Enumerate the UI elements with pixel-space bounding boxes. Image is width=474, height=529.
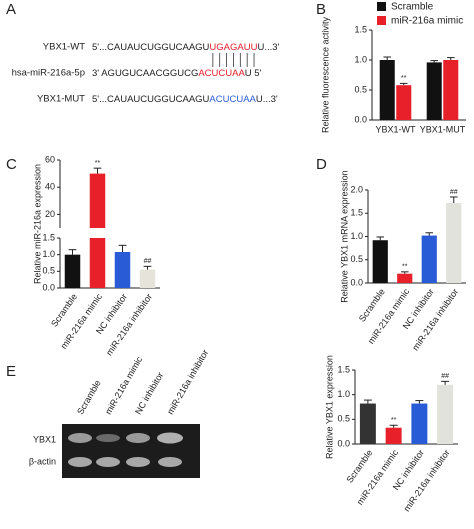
blot-band — [126, 457, 150, 467]
significance-label: ** — [402, 264, 408, 271]
bar — [372, 240, 388, 283]
bar — [396, 85, 412, 120]
y-tick-label: 0.0 — [354, 114, 367, 124]
y-tick-label: 0.5 — [350, 254, 363, 264]
sequence-segment: U 5' — [245, 68, 262, 79]
y-tick-label: 0.5 — [354, 84, 367, 94]
panel-letter: A — [6, 1, 16, 18]
significance-label: ** — [95, 160, 101, 167]
legend-swatch — [377, 16, 386, 25]
y-tick-label: 2.0 — [350, 184, 363, 194]
bar — [421, 235, 437, 283]
x-tick-label: YBX1-MUT — [420, 124, 466, 134]
lane-label: miR-216a inhibitor — [165, 348, 210, 416]
bar — [114, 252, 131, 288]
sequence-label: YBX1-WT — [43, 42, 85, 53]
sequence: 5'...CAUAUCUGGUCAAGUACUCUAAU...3' — [92, 94, 278, 105]
y-tick-label: 1.0 — [337, 389, 350, 399]
blot-row-label: YBX1 — [33, 434, 56, 444]
blot-band — [96, 457, 120, 467]
significance-label: ## — [144, 258, 152, 265]
bar — [89, 173, 106, 228]
y-tick-label: 1.5 — [42, 232, 55, 242]
sequence-segment: 5'...CAUAUCUGGUCAAGU — [92, 94, 210, 105]
sequence-segment: UGAGAUU — [209, 42, 257, 53]
sequence-segment: ACUCUAA — [209, 94, 256, 105]
y-axis-label: Relative fluorescence activity — [320, 16, 330, 133]
bar — [437, 384, 454, 444]
y-tick-label: 0.0 — [337, 438, 350, 448]
legend-label: miR-216a mimic — [391, 16, 463, 27]
bar — [385, 427, 402, 444]
y-tick-label: 20 — [45, 209, 55, 219]
bar — [359, 403, 376, 444]
y-tick-label: 0.5 — [337, 414, 350, 424]
panel-letter: D — [316, 156, 327, 173]
significance-label: ** — [391, 417, 397, 424]
legend-swatch — [377, 2, 386, 11]
panel-letter: B — [316, 1, 326, 18]
sequence-segment: U...3' — [256, 94, 278, 105]
sequence-segment: 5'...CAUAUCUGGUCAAGU — [92, 42, 210, 53]
panel-letter: C — [6, 156, 17, 173]
bar — [89, 238, 106, 288]
x-tick-label: miR-216a inhibitor — [104, 292, 154, 358]
sequence-label: YBX1-MUT — [37, 94, 85, 105]
blot-band — [158, 457, 182, 467]
y-tick-label: 60 — [45, 154, 55, 164]
significance-label: ## — [450, 189, 458, 196]
y-tick-label: 1.5 — [350, 208, 363, 218]
lane-label: Scramble — [75, 378, 103, 416]
western-blot — [62, 424, 200, 478]
x-tick-label: YBX1-WT — [375, 124, 416, 134]
bar — [64, 254, 81, 288]
bar — [426, 62, 442, 120]
lane-label: NC inhibitor — [133, 370, 165, 416]
sequence-label: hsa-miR-216a-5p — [12, 68, 85, 79]
sequence: 3' AGUGUCAACGGUCGACUCUAAU 5' — [92, 68, 262, 79]
blot-band — [68, 457, 92, 467]
bar — [411, 403, 428, 444]
sequence-segment: U...3' — [257, 42, 279, 53]
sequence-segment: ACUCUAA — [198, 68, 245, 79]
blot-background — [62, 424, 200, 478]
y-tick-label: 1.0 — [42, 249, 55, 259]
significance-label: ## — [441, 373, 449, 380]
y-tick-label: 0.5 — [42, 266, 55, 276]
bar — [446, 203, 462, 283]
blot-band — [96, 434, 120, 442]
blot-row-label: β-actin — [29, 456, 56, 466]
blot-band — [157, 432, 183, 444]
significance-label: ** — [401, 75, 407, 82]
y-axis-label: Relative YBX1 expression — [324, 355, 334, 459]
y-axis-label: Relative miR-216a expression — [32, 164, 42, 284]
panel-letter: E — [6, 363, 16, 380]
blot-band — [68, 433, 92, 443]
x-tick-label: miR-216a inhibitor — [410, 287, 460, 353]
legend-label: Scramble — [391, 2, 434, 13]
y-tick-label: 40 — [45, 182, 55, 192]
bar — [443, 60, 459, 120]
sequence-segment: 3' AGUGUCAACGGUCG — [92, 68, 198, 79]
blot-band — [126, 433, 150, 443]
y-tick-label: 1.0 — [354, 54, 367, 64]
bar — [139, 269, 156, 288]
y-tick-label: 0.0 — [350, 277, 363, 287]
y-tick-label: 0.0 — [42, 282, 55, 292]
y-tick-label: 1.5 — [337, 364, 350, 374]
bar — [397, 273, 413, 283]
y-tick-label: 1.5 — [354, 24, 367, 34]
y-axis-label: Relative YBX1 mRNA expression — [339, 170, 349, 302]
sequence: 5'...CAUAUCUGGUCAAGUUGAGAUUU...3' — [92, 42, 280, 53]
bar — [379, 60, 395, 120]
x-tick-label: miR-216a inhibitor — [402, 448, 452, 514]
y-tick-label: 1.0 — [350, 231, 363, 241]
